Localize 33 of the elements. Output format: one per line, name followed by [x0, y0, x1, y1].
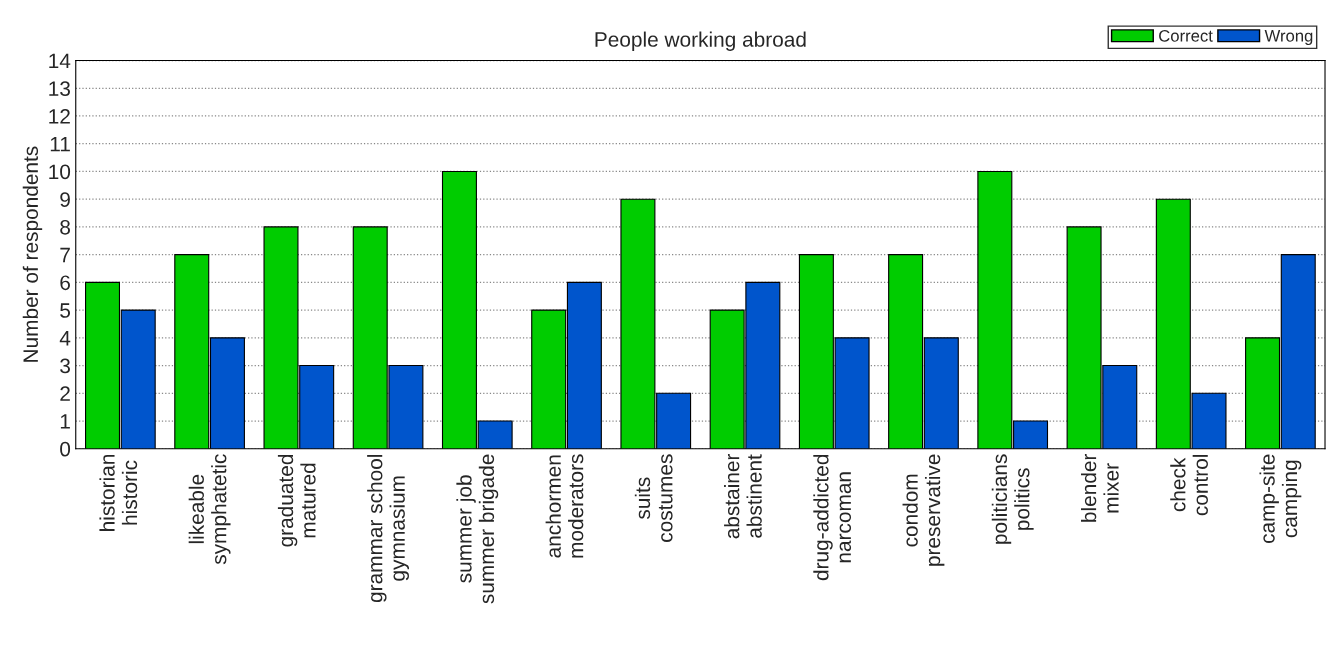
x-tick-label: suits costumes: [634, 454, 673, 542]
legend-label: Wrong: [1264, 30, 1313, 46]
x-tick-label: abstainer abstinent: [724, 453, 762, 539]
y-tick-label: 9: [60, 192, 70, 207]
y-tick-label: 8: [60, 219, 70, 235]
y-tick-label: 0: [60, 441, 71, 457]
x-tick-label: grammar school gymnasium: [367, 455, 409, 603]
y-tick-label: 12: [49, 109, 70, 124]
x-tick-label: politicians politics: [991, 454, 1034, 544]
chart-title: People working abroad: [595, 31, 806, 51]
x-tick-label: camp-site camping: [1259, 454, 1302, 544]
y-tick-label: 1: [60, 414, 70, 429]
y-tick-label: 10: [49, 164, 71, 180]
y-tick-label: 14: [49, 53, 71, 69]
y-tick-label: 7: [60, 247, 70, 263]
y-tick-label: 5: [60, 303, 71, 318]
y-tick-label: 3: [60, 358, 70, 374]
y-tick-label: 2: [60, 386, 70, 401]
x-tick-label: check control: [1170, 455, 1208, 516]
x-tick-label: blender mixer: [1081, 453, 1119, 522]
y-tick-label: 6: [60, 275, 70, 291]
y-tick-label: 13: [49, 81, 70, 97]
y-axis-title: Number of respondents: [22, 146, 43, 362]
x-tick-label: condom preservative: [902, 454, 945, 566]
y-tick-label: 11: [50, 136, 70, 152]
legend-label: Correct: [1159, 29, 1213, 42]
y-tick-label: 4: [59, 331, 71, 346]
x-tick-label: anchormen moderators: [545, 454, 584, 558]
x-tick-label: historian historic: [99, 454, 138, 531]
x-tick-label: likeable symphatetic: [188, 454, 231, 565]
x-tick-label: summer job summer brigade: [456, 454, 499, 604]
x-tick-label: drug-addicted narcoman: [813, 454, 852, 581]
x-tick-label: graduated matured: [277, 454, 316, 547]
